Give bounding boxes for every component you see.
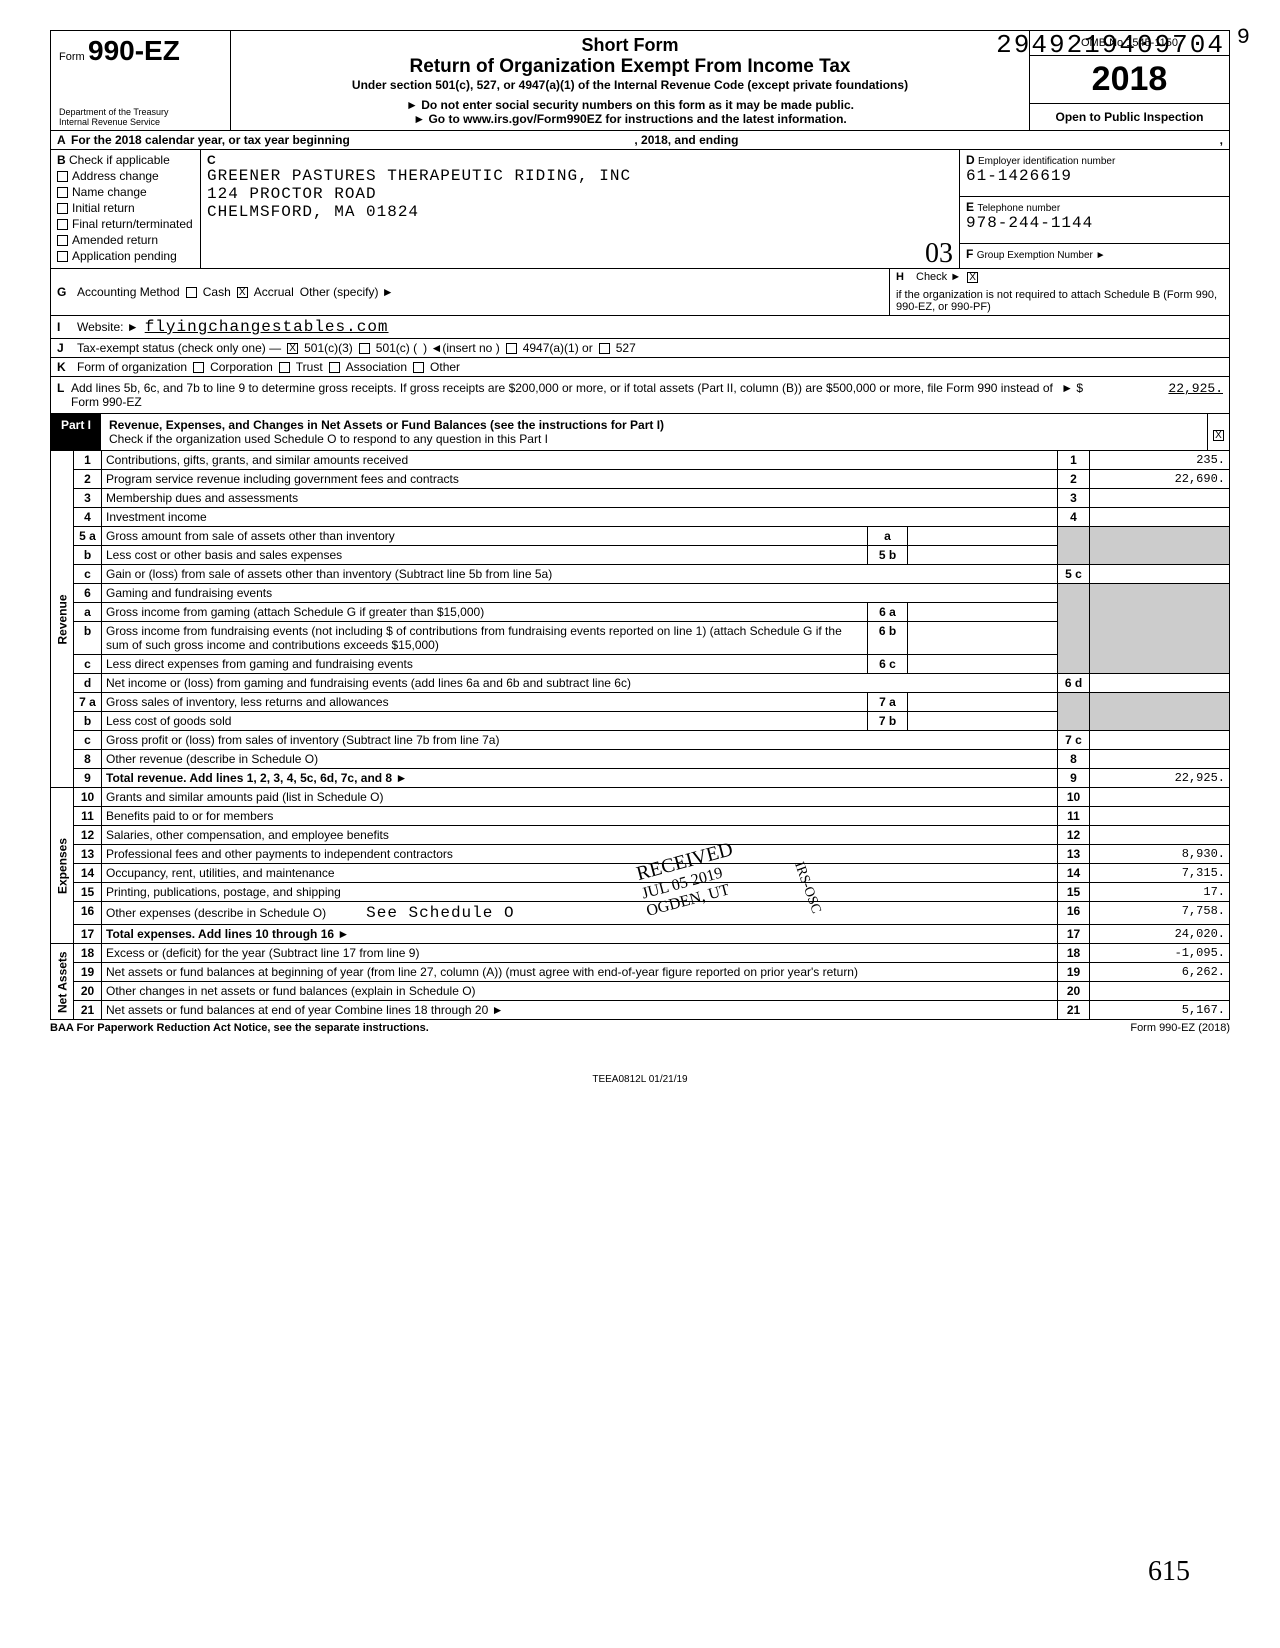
dept-irs: Internal Revenue Service <box>59 118 222 128</box>
line-1-value: 235. <box>1090 451 1230 470</box>
gross-receipts: 22,925. <box>1083 381 1223 409</box>
phone: 978-244-1144 <box>966 214 1093 232</box>
page-corner-number: 9 <box>1237 25 1250 50</box>
row-h: H Check ► X if the organization is not r… <box>890 269 1230 316</box>
form-prefix: Form <box>59 51 85 63</box>
expenses-side-label: Expenses <box>51 788 74 944</box>
chk-final-return[interactable] <box>57 219 68 230</box>
chk-schedule-o-part1[interactable]: X <box>1213 430 1224 441</box>
tax-year: 2018 <box>1030 56 1229 104</box>
line-8-value <box>1090 750 1230 769</box>
revenue-side-label: Revenue <box>51 451 74 788</box>
line-6d-value <box>1090 674 1230 693</box>
net-assets-side-label: Net Assets <box>51 944 74 1020</box>
chk-accrual[interactable]: X <box>237 287 248 298</box>
line-10-value <box>1090 788 1230 807</box>
org-name: GREENER PASTURES THERAPEUTIC RIDING, INC <box>207 167 953 185</box>
chk-501c3[interactable]: X <box>287 343 298 354</box>
line-15-value: 17. <box>1090 883 1230 902</box>
line-21-value: 5,167. <box>1090 1001 1230 1020</box>
line-4-value <box>1090 508 1230 527</box>
chk-cash[interactable] <box>186 287 197 298</box>
line-5c-value <box>1090 565 1230 584</box>
entity-block: B Check if applicable Address change Nam… <box>50 150 1230 269</box>
chk-4947a1[interactable] <box>506 343 517 354</box>
line-17-value: 24,020. <box>1090 925 1230 944</box>
ssn-warning: ► Do not enter social security numbers o… <box>239 98 1021 112</box>
org-addr2: CHELMSFORD, MA 01824 <box>207 203 953 221</box>
chk-application-pending[interactable] <box>57 251 68 262</box>
dln-number: 2949219409704 <box>996 30 1225 60</box>
chk-corporation[interactable] <box>193 362 204 373</box>
row-i: I Website: ► flyingchangestables.com <box>50 316 1230 339</box>
line-a: A For the 2018 calendar year, or tax yea… <box>50 131 1230 150</box>
row-k: K Form of organization Corporation Trust… <box>50 358 1230 377</box>
goto-link: ► Go to www.irs.gov/Form990EZ for instru… <box>239 112 1021 126</box>
page-footer: BAA For Paperwork Reduction Act Notice, … <box>50 1022 1230 1034</box>
see-schedule-o: See Schedule O <box>366 904 514 922</box>
line-11-value <box>1090 807 1230 826</box>
chk-name-change[interactable] <box>57 187 68 198</box>
line-13-value: 8,930. <box>1090 845 1230 864</box>
part1-header: Part I Revenue, Expenses, and Changes in… <box>50 414 1230 451</box>
short-form-label: Short Form <box>239 35 1021 56</box>
open-to-public: Open to Public Inspection <box>1030 104 1229 130</box>
line-20-value <box>1090 982 1230 1001</box>
chk-association[interactable] <box>329 362 340 373</box>
line-18-value: -1,095. <box>1090 944 1230 963</box>
handwritten-03: 03 <box>925 238 953 270</box>
chk-527[interactable] <box>599 343 610 354</box>
line-3-value <box>1090 489 1230 508</box>
line-9-value: 22,925. <box>1090 769 1230 788</box>
line-12-value <box>1090 826 1230 845</box>
line-14-value: 7,315. <box>1090 864 1230 883</box>
row-g: G Accounting Method Cash XAccrual Other … <box>50 269 890 316</box>
org-addr1: 124 PROCTOR ROAD <box>207 185 953 203</box>
row-j: J Tax-exempt status (check only one) — X… <box>50 339 1230 358</box>
chk-initial-return[interactable] <box>57 203 68 214</box>
row-l: L Add lines 5b, 6c, and 7b to line 9 to … <box>50 377 1230 414</box>
part1-lines: Revenue 1Contributions, gifts, grants, a… <box>50 451 1230 1020</box>
form-number: 990-EZ <box>88 35 180 66</box>
software-id: TEEA0812L 01/21/19 <box>50 1074 1230 1085</box>
form-subtitle: Under section 501(c), 527, or 4947(a)(1)… <box>239 78 1021 92</box>
handwritten-615: 615 <box>1148 1556 1190 1588</box>
chk-address-change[interactable] <box>57 171 68 182</box>
line-16-value: 7,758. <box>1090 902 1230 925</box>
line-7c-value <box>1090 731 1230 750</box>
form-title: Return of Organization Exempt From Incom… <box>239 56 1021 78</box>
chk-trust[interactable] <box>279 362 290 373</box>
chk-501c[interactable] <box>359 343 370 354</box>
chk-amended-return[interactable] <box>57 235 68 246</box>
line-19-value: 6,262. <box>1090 963 1230 982</box>
website: flyingchangestables.com <box>145 318 389 336</box>
line-2-value: 22,690. <box>1090 470 1230 489</box>
chk-schedule-b[interactable]: X <box>967 272 978 283</box>
ein: 61-1426619 <box>966 167 1072 185</box>
chk-other-form[interactable] <box>413 362 424 373</box>
